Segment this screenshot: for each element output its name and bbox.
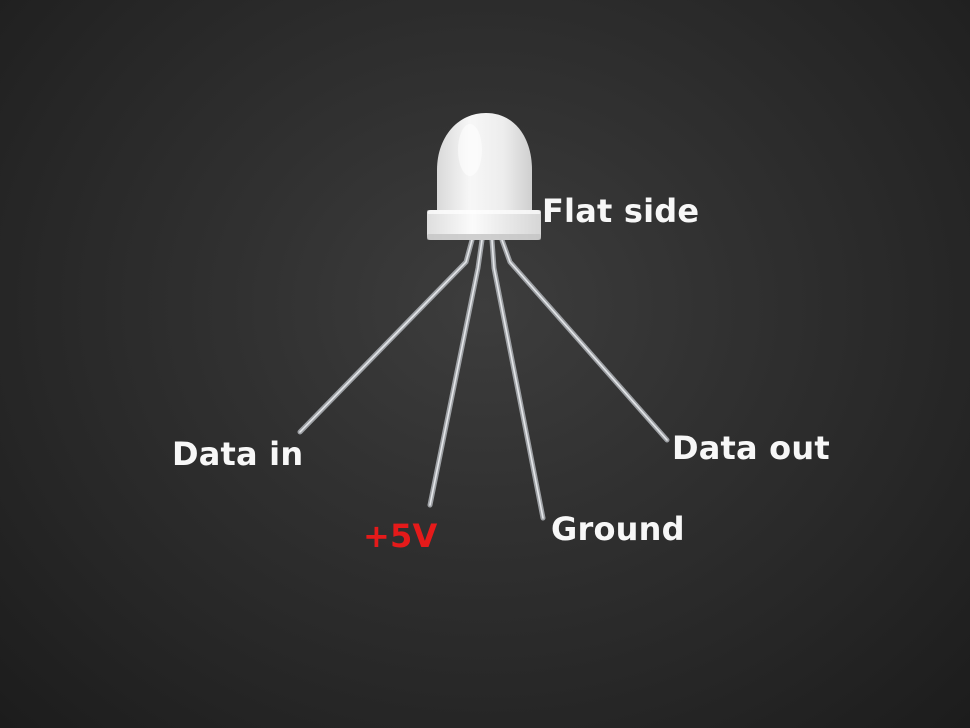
led-body	[427, 113, 541, 240]
led-leads	[297, 237, 670, 521]
flat-side-label: Flat side	[542, 192, 700, 230]
ground-label: Ground	[551, 510, 685, 548]
data-out-label: Data out	[672, 429, 830, 467]
lead-data-in	[297, 237, 475, 435]
data-in-label: Data in	[172, 435, 304, 473]
lead-data-out	[499, 237, 670, 443]
plus-5v-label: +5V	[363, 517, 438, 555]
